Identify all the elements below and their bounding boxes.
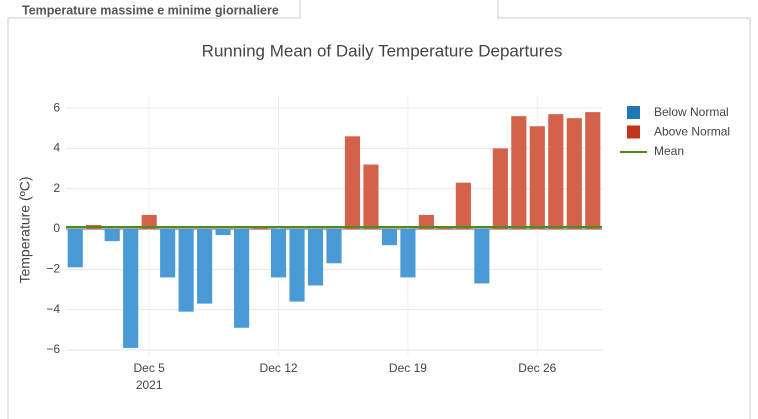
bar xyxy=(511,116,527,230)
bar xyxy=(344,136,361,230)
bar xyxy=(437,227,453,230)
x-tick-label: Dec 5 xyxy=(133,361,165,375)
legend-swatch xyxy=(627,125,640,139)
bar xyxy=(548,114,564,230)
bar xyxy=(566,118,582,230)
bar xyxy=(363,164,379,230)
bar xyxy=(160,229,176,278)
bar xyxy=(141,214,157,230)
panel xyxy=(7,17,751,419)
bar xyxy=(492,148,508,230)
x-tick-sublabel: 2021 xyxy=(136,378,163,392)
bar xyxy=(234,229,250,328)
legend-swatch xyxy=(627,106,640,119)
bar xyxy=(67,229,83,268)
y-tick-label: 0 xyxy=(53,221,60,235)
tab-label[interactable]: Temperature massime e minime giornaliere xyxy=(22,3,279,17)
bar xyxy=(215,229,231,236)
bar xyxy=(474,229,490,284)
x-tick-label: Dec 12 xyxy=(260,361,298,375)
bar xyxy=(197,229,213,304)
bar xyxy=(123,229,139,348)
bar xyxy=(178,229,194,312)
bar xyxy=(455,182,471,230)
legend-label: Below Normal xyxy=(654,105,729,119)
legend-label: Above Normal xyxy=(654,125,730,139)
x-tick-label: Dec 19 xyxy=(389,361,427,375)
bar xyxy=(307,229,324,286)
bar xyxy=(585,112,601,230)
bar xyxy=(529,126,545,230)
y-tick-label: 4 xyxy=(53,141,60,155)
y-tick-label: −4 xyxy=(46,302,60,316)
x-tick-label: Dec 26 xyxy=(518,361,556,375)
bar xyxy=(289,229,305,302)
legend-label: Mean xyxy=(654,144,684,158)
bar xyxy=(400,229,416,278)
bar xyxy=(104,229,120,242)
bar xyxy=(381,229,398,246)
bar xyxy=(270,229,287,278)
y-tick-label: −6 xyxy=(46,342,60,356)
bar xyxy=(326,229,342,264)
chart-title: Running Mean of Daily Temperature Depart… xyxy=(202,41,563,60)
y-tick-label: −2 xyxy=(46,262,60,276)
y-tick-label: 6 xyxy=(53,100,60,114)
y-tick-label: 2 xyxy=(53,181,60,195)
bar xyxy=(418,214,434,230)
active-tab xyxy=(299,0,499,18)
y-axis-label: Temperature (ºC) xyxy=(17,176,33,283)
bar xyxy=(252,227,268,230)
